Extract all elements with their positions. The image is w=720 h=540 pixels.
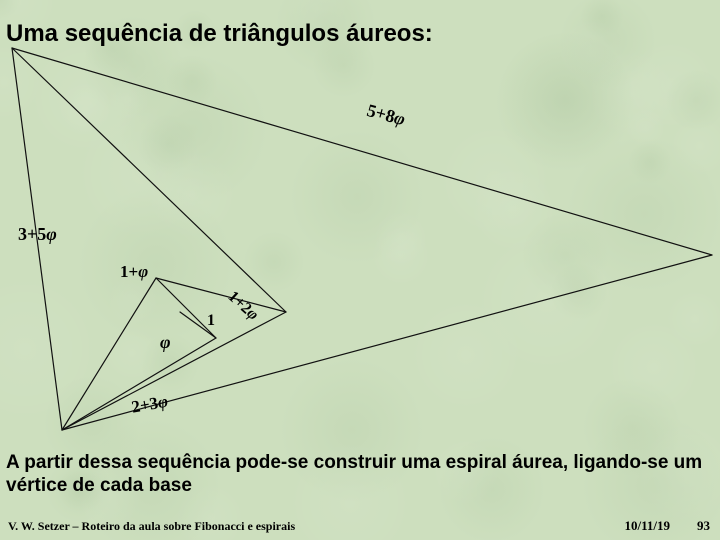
footer-date: 10/11/19 [624, 518, 670, 534]
slide: Uma sequência de triângulos áureos: 5+8φ… [0, 0, 720, 540]
edge-label: 3+5φ [18, 224, 57, 245]
footer-author: V. W. Setzer – Roteiro da aula sobre Fib… [8, 519, 295, 534]
caption: A partir dessa sequência pode-se constru… [6, 451, 706, 499]
edge-label: φ [160, 332, 171, 353]
edge-label: 1+φ [120, 262, 148, 282]
slide-number: 93 [697, 518, 710, 534]
edge-label: 1 [207, 312, 215, 330]
